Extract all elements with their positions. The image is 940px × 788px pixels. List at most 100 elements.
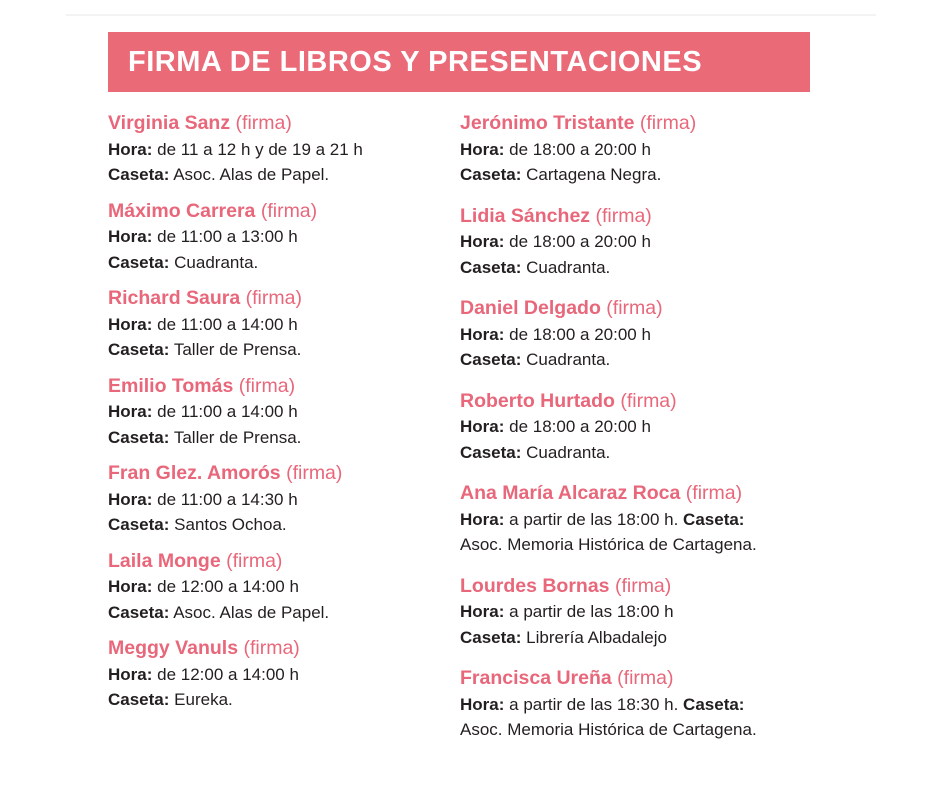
author-line: Laila Monge (firma) (108, 549, 363, 575)
author-line: Lourdes Bornas (firma) (460, 574, 757, 600)
event-type: (firma) (235, 112, 292, 134)
caseta-label: Caseta: (460, 257, 522, 277)
hora-label: Hora: (108, 402, 153, 421)
hora-caseta-line: Hora: a partir de las 18:00 h. Caseta: (460, 507, 757, 533)
author-line: Meggy Vanuls (firma) (108, 636, 363, 662)
event-entry: Francisca Ureña (firma) Hora: a partir de… (460, 666, 757, 743)
event-type: (firma) (260, 199, 318, 222)
hora-value: de 11:00 a 14:00 h (157, 314, 298, 334)
caseta-value: Santos Ochoa. (174, 515, 287, 534)
caseta-value: Asoc. Memoria Histórica de Cartagena. (460, 720, 757, 739)
hora-label: Hora: (108, 314, 153, 334)
author-name: Francisca Ureña (460, 667, 612, 689)
caseta-line: Caseta: Cuadranta. (460, 347, 757, 373)
hora-label: Hora: (460, 232, 505, 251)
caseta-label: Caseta: (108, 427, 170, 447)
author-name: Máximo Carrera (108, 199, 256, 222)
hora-label: Hora: (108, 139, 153, 159)
event-type: (firma) (606, 297, 663, 319)
author-name: Lidia Sánchez (460, 204, 591, 227)
author-name: Emilio Tomás (108, 374, 234, 397)
caseta-line: Caseta: Asoc. Alas de Papel. (108, 162, 363, 188)
caseta-label: Caseta: (683, 694, 745, 714)
hora-value: de 11:00 a 13:00 h (157, 227, 298, 246)
caseta-label: Caseta: (108, 602, 170, 622)
hora-line: Hora: de 11:00 a 14:00 h (108, 399, 363, 425)
author-name: Laila Monge (108, 549, 221, 572)
hora-value: de 18:00 a 20:00 h (509, 232, 651, 251)
hora-line: Hora: de 18:00 a 20:00 h (460, 414, 757, 440)
event-entry: Daniel Delgado (firma) Hora: de 18:00 a 2… (460, 296, 757, 373)
hora-value: de 12:00 a 14:00 h (157, 664, 299, 684)
event-type: (firma) (620, 389, 677, 412)
caseta-value: Cuadranta. (526, 257, 611, 277)
author-line: Roberto Hurtado (firma) (460, 389, 757, 415)
event-entry: Jerónimo Tristante (firma) Hora: de 18:00… (460, 111, 757, 188)
hora-line: Hora: de 11 a 12 h y de 19 a 21 h (108, 137, 363, 163)
top-divider (66, 14, 876, 16)
section-banner: FIRMA DE LIBROS Y PRESENTACIONES (108, 32, 810, 92)
left-column: Virginia Sanz (firma) Hora: de 11 a 12 h … (108, 111, 363, 724)
event-entry: Richard Saura (firma) Hora: de 11:00 a 14… (108, 286, 363, 363)
hora-line: Hora: de 18:00 a 20:00 h (460, 322, 757, 348)
author-name: Ana María Alcaraz Roca (460, 482, 681, 504)
caseta-value: Librería Albadalejo (526, 627, 667, 647)
section-title: FIRMA DE LIBROS Y PRESENTACIONES (128, 46, 703, 78)
caseta-value: Cuadranta. (174, 252, 259, 272)
event-entry: Meggy Vanuls (firma) Hora: de 12:00 a 14:… (108, 636, 363, 713)
event-entry: Emilio Tomás (firma) Hora: de 11:00 a 14:… (108, 374, 363, 451)
event-entry: Máximo Carrera (firma) Hora: de 11:00 a 1… (108, 199, 363, 276)
caseta-label: Caseta: (108, 165, 170, 184)
event-type: (firma) (685, 482, 743, 504)
caseta-line: Caseta: Taller de Prensa. (108, 425, 363, 451)
hora-value: de 11:00 a 14:30 h (157, 489, 298, 509)
hora-label: Hora: (460, 139, 505, 159)
caseta-label: Caseta: (108, 515, 170, 534)
hora-label: Hora: (108, 577, 153, 596)
caseta-line: Caseta: Taller de Prensa. (108, 337, 363, 363)
hora-label: Hora: (460, 324, 505, 344)
hora-line: Hora: a partir de las 18:00 h (460, 599, 757, 625)
event-type: (firma) (595, 204, 652, 227)
hora-line: Hora: de 12:00 a 14:00 h (108, 574, 363, 600)
hora-label: Hora: (108, 664, 153, 684)
caseta-line: Caseta: Librería Albadalejo (460, 625, 757, 651)
caseta-label: Caseta: (108, 690, 170, 709)
caseta-value: Taller de Prensa. (173, 427, 302, 447)
caseta-label: Caseta: (108, 340, 170, 359)
author-name: Richard Saura (108, 287, 241, 309)
hora-caseta-line: Hora: a partir de las 18:30 h. Caseta: (460, 692, 757, 718)
event-type: (firma) (238, 374, 296, 397)
hora-line: Hora: de 11:00 a 13:00 h (108, 224, 363, 250)
event-type: (firma) (614, 574, 672, 597)
hora-label: Hora: (108, 489, 153, 509)
event-entry: Virginia Sanz (firma) Hora: de 11 a 12 h … (108, 111, 363, 188)
author-line: Lidia Sánchez (firma) (460, 204, 757, 230)
event-type: (firma) (639, 112, 697, 134)
caseta-value: Asoc. Alas de Papel. (173, 602, 330, 622)
author-line: Emilio Tomás (firma) (108, 374, 363, 400)
event-entry: Ana María Alcaraz Roca (firma) Hora: a pa… (460, 481, 757, 558)
author-name: Fran Glez. Amorós (108, 462, 281, 484)
author-line: Virginia Sanz (firma) (108, 111, 363, 137)
event-entry: Fran Glez. Amorós (firma) Hora: de 11:00 … (108, 461, 363, 538)
caseta-line: Caseta: Cuadranta. (460, 440, 757, 466)
author-line: Máximo Carrera (firma) (108, 199, 363, 225)
caseta-value: Asoc. Alas de Papel. (173, 165, 330, 184)
event-type: (firma) (286, 462, 343, 484)
caseta-line: Caseta: Santos Ochoa. (108, 512, 363, 538)
event-type: (firma) (245, 287, 302, 309)
caseta-value: Cuadranta. (526, 350, 611, 369)
author-name: Jerónimo Tristante (460, 112, 635, 134)
author-line: Daniel Delgado (firma) (460, 296, 757, 322)
hora-value: a partir de las 18:00 h. (509, 509, 679, 529)
hora-label: Hora: (460, 417, 505, 436)
hora-line: Hora: de 11:00 a 14:30 h (108, 487, 363, 513)
event-entry: Lidia Sánchez (firma) Hora: de 18:00 a 20… (460, 204, 757, 281)
author-line: Richard Saura (firma) (108, 286, 363, 312)
caseta-label: Caseta: (460, 350, 522, 369)
author-line: Ana María Alcaraz Roca (firma) (460, 481, 757, 507)
caseta-line: Caseta: Cuadranta. (460, 255, 757, 281)
caseta-line: Caseta: Asoc. Alas de Papel. (108, 600, 363, 626)
caseta-line: Caseta: Eureka. (108, 687, 363, 713)
